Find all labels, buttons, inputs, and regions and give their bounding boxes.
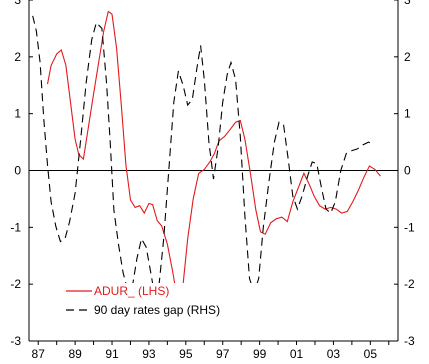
x-tick-label: 01 — [290, 347, 304, 361]
y-right-tick-label: 3 — [404, 0, 411, 7]
y-right-tick-label: 2 — [404, 50, 411, 64]
y-right-tick-label: -2 — [404, 277, 415, 291]
legend-background — [62, 283, 272, 319]
y-left-tick-label: 0 — [14, 164, 21, 178]
legend-label-rates-gap: 90 day rates gap (RHS) — [94, 303, 220, 317]
y-right-tick-label: 0 — [404, 164, 411, 178]
x-tick-label: 99 — [253, 347, 267, 361]
y-left-tick-label: 3 — [14, 0, 21, 7]
series-line-adur — [46, 10, 381, 306]
series-line-rates-gap — [32, 15, 375, 297]
legend-label-adur: ADUR_ (LHS) — [94, 284, 169, 298]
x-tick-label: 87 — [32, 347, 46, 361]
ticks-group: 3 2 1 0 -1 -2 -3 3 2 1 0 -1 -2 -3 87 89 91 93 95 97 99 01 03 05 — [10, 0, 415, 361]
x-tick-label: 93 — [142, 347, 156, 361]
y-left-tick-label: 2 — [14, 50, 21, 64]
x-tick-label: 05 — [364, 347, 378, 361]
legend: ADUR_ (LHS) 90 day rates gap (RHS) — [62, 283, 272, 319]
y-left-tick-label: 1 — [14, 107, 21, 121]
y-left-tick-label: -3 — [10, 334, 21, 348]
series-group — [32, 10, 381, 306]
x-tick-label: 91 — [105, 347, 119, 361]
y-right-tick-label: 1 — [404, 107, 411, 121]
x-tick-label: 95 — [179, 347, 193, 361]
x-tick-label: 03 — [327, 347, 341, 361]
y-left-tick-label: -2 — [10, 277, 21, 291]
x-tick-label: 89 — [68, 347, 82, 361]
y-right-tick-label: -1 — [404, 220, 415, 234]
y-left-tick-label: -1 — [10, 220, 21, 234]
y-right-tick-label: -3 — [404, 334, 415, 348]
x-tick-label: 97 — [216, 347, 230, 361]
